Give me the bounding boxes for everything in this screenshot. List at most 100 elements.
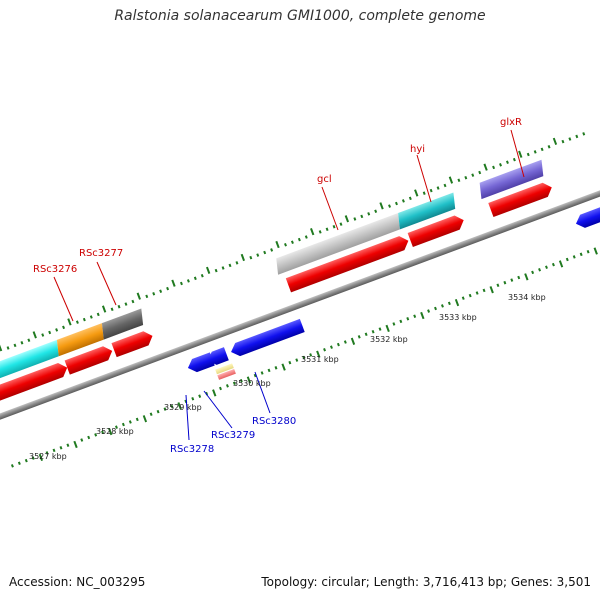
cds-arrow[interactable] (407, 213, 467, 248)
cds-arrow[interactable] (574, 198, 600, 231)
minor-tick (121, 422, 125, 427)
minor-tick (408, 196, 412, 201)
minor-tick (531, 270, 535, 275)
minor-tick (586, 249, 590, 254)
gene-glxr-feature[interactable] (476, 159, 547, 200)
cds-arrow[interactable] (285, 234, 411, 293)
cds-arrow-rsc3279[interactable] (205, 347, 229, 367)
genome-summary-text: Topology: circular; Length: 3,716,413 bp… (261, 575, 591, 589)
major-tick (316, 350, 321, 358)
minor-tick (274, 366, 278, 370)
major-tick (101, 305, 107, 313)
minor-tick (193, 276, 197, 281)
gene-label-rsc3280[interactable]: RSc3280 (252, 416, 296, 427)
scale-tick-label: 3527 kbp (29, 452, 67, 461)
minor-tick (395, 201, 398, 206)
minor-tick (336, 342, 340, 347)
minor-tick (82, 317, 86, 322)
minor-tick (45, 451, 49, 455)
scale-tick-label: 3532 kbp (370, 335, 408, 344)
gene-label-glxr[interactable]: glxR (500, 117, 522, 128)
minor-tick (399, 319, 403, 324)
minor-tick (401, 199, 405, 203)
minor-tick (374, 209, 378, 213)
minor-tick (471, 173, 475, 177)
cds-arrow-rsc3278[interactable] (185, 352, 215, 374)
minor-tick (117, 304, 121, 309)
minor-tick (24, 458, 28, 463)
cds-arrow[interactable] (0, 361, 70, 410)
minor-tick (156, 409, 160, 414)
major-tick (379, 202, 384, 210)
gene-label-hyi[interactable]: hyi (410, 144, 425, 155)
minor-tick (468, 293, 472, 298)
cds-arrow[interactable] (111, 329, 155, 358)
minor-tick (357, 335, 361, 339)
cds-arrow[interactable] (488, 180, 554, 218)
minor-tick (59, 446, 63, 450)
scale-tick-label: 3533 kbp (439, 313, 477, 322)
major-tick (483, 163, 488, 171)
minor-tick (290, 240, 294, 244)
major-tick (0, 344, 3, 352)
scale-tick-label: 3534 kbp (508, 293, 546, 302)
gene-label-rsc3279[interactable]: RSc3279 (211, 430, 255, 441)
minor-tick (422, 191, 426, 195)
cds-arrow[interactable] (64, 344, 115, 375)
minor-tick (582, 132, 586, 136)
minor-tick (110, 307, 114, 312)
minor-tick (447, 301, 451, 306)
gene-rsc3276-feature[interactable] (0, 339, 63, 388)
major-tick (246, 376, 252, 384)
major-tick (420, 311, 425, 320)
major-tick (489, 286, 494, 294)
minor-tick (87, 435, 91, 440)
major-tick (206, 266, 211, 274)
major-tick (108, 427, 113, 436)
minor-tick (149, 412, 153, 416)
gene-dark-feature[interactable] (98, 308, 147, 340)
minor-tick (52, 448, 56, 453)
minor-tick (55, 328, 59, 332)
minor-tick (496, 283, 500, 288)
rna-feature-track (215, 363, 236, 380)
major-tick (518, 150, 523, 158)
gene-gcl-feature[interactable] (273, 213, 404, 275)
minor-tick (378, 327, 382, 331)
minor-tick (198, 394, 202, 398)
minor-tick (330, 345, 333, 349)
major-tick (142, 415, 148, 423)
minor-tick (561, 139, 565, 144)
minor-tick (249, 255, 253, 260)
gene-rsc3277-feature[interactable] (53, 323, 107, 357)
minor-tick (191, 397, 195, 401)
major-tick (212, 389, 217, 397)
gene-label-rsc3278[interactable]: RSc3278 (170, 444, 214, 455)
cds-arrow-rsc3280[interactable] (229, 318, 305, 359)
major-tick (73, 440, 78, 449)
minor-tick (443, 183, 447, 188)
rna-feature[interactable] (215, 363, 234, 375)
forward-gene-track (0, 159, 547, 388)
gene-label-rsc3276[interactable]: RSc3276 (33, 264, 77, 275)
minor-tick (367, 212, 371, 216)
genome-backbone (0, 155, 600, 455)
gene-label-gcl[interactable]: gcl (317, 174, 332, 185)
minor-tick (131, 299, 135, 304)
major-tick (350, 337, 356, 345)
minor-tick (270, 248, 274, 252)
gene-label-rsc3277[interactable]: RSc3277 (79, 248, 123, 259)
minor-tick (503, 280, 507, 285)
reverse-cds-track (185, 198, 600, 374)
minor-tick (533, 150, 537, 154)
minor-tick (96, 312, 100, 317)
gene-hyi-feature[interactable] (394, 192, 459, 230)
minor-tick (214, 268, 218, 273)
minor-tick (499, 163, 502, 167)
minor-tick (101, 430, 105, 435)
rna-feature[interactable] (217, 368, 236, 380)
minor-tick (288, 360, 292, 365)
minor-tick (221, 266, 225, 270)
minor-tick (309, 353, 313, 357)
